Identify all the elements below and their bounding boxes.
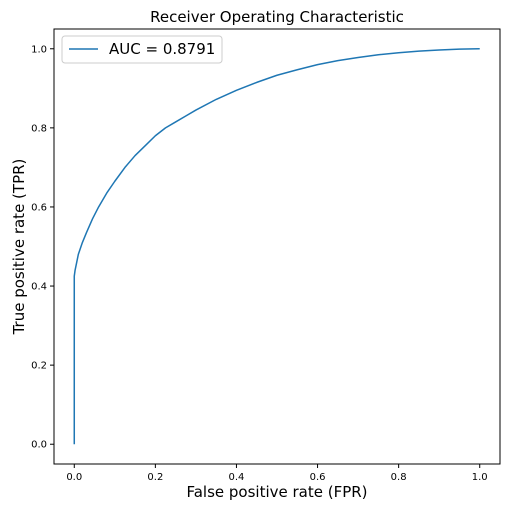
x-tick-label: 0.0 [66, 472, 82, 483]
x-tick-label: 1.0 [472, 472, 488, 483]
plot-frame [53, 28, 501, 465]
y-tick-label: 0.0 [31, 440, 47, 451]
y-tick-label: 0.2 [31, 361, 47, 372]
y-tick-label: 0.8 [31, 123, 47, 134]
x-tick-label: 0.8 [391, 472, 407, 483]
chart-title: Receiver Operating Characteristic [150, 8, 404, 26]
y-tick-label: 0.4 [31, 282, 47, 293]
legend: AUC = 0.8791 [61, 35, 223, 64]
x-tick-label: 0.4 [229, 472, 245, 483]
y-tick-label: 0.6 [31, 202, 47, 213]
x-tick-label: 0.6 [310, 472, 326, 483]
y-axis-ticks: 0.0 0.2 0.4 0.6 0.8 1.0 [31, 44, 54, 451]
plot-area [73, 48, 480, 445]
roc-curve-line [73, 48, 480, 445]
y-tick-label: 1.0 [31, 44, 47, 55]
legend-entry: AUC = 0.8791 [109, 40, 215, 58]
x-axis-ticks: 0.0 0.2 0.4 0.6 0.8 1.0 [66, 464, 488, 483]
x-tick-label: 0.2 [147, 472, 163, 483]
x-axis-label: False positive rate (FPR) [186, 483, 367, 501]
y-axis-label: True positive rate (TPR) [10, 159, 28, 336]
legend-box [61, 35, 223, 64]
